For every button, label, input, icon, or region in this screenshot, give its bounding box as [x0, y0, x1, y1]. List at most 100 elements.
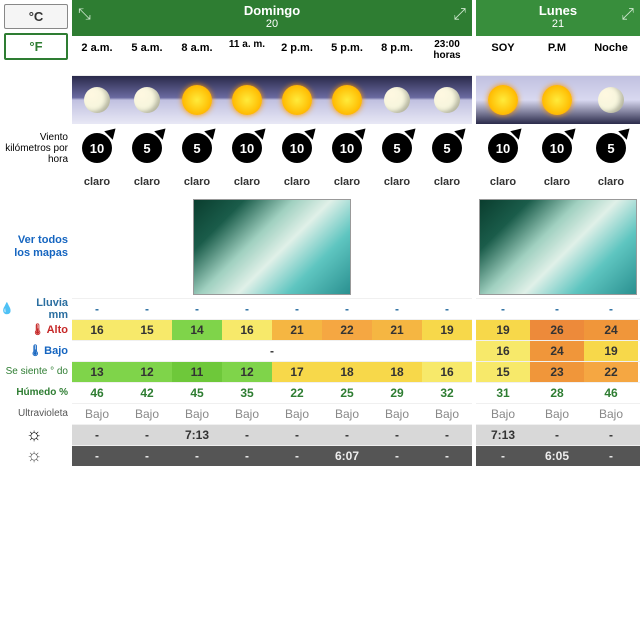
rain-label: 💧Lluvia mm [0, 298, 72, 319]
data-cell: 29 [372, 383, 422, 403]
map-lunes[interactable] [476, 196, 640, 298]
data-cell: - [322, 425, 372, 445]
data-cell: 31 [476, 383, 530, 403]
data-cell: 25 [322, 383, 372, 403]
data-cell: - [272, 425, 322, 445]
moon-icon [84, 87, 110, 113]
data-cell: - [530, 425, 584, 445]
moon-icon [384, 87, 410, 113]
data-cell: - [72, 425, 122, 445]
data-cell: 46 [72, 383, 122, 403]
day-number: 21 [476, 18, 640, 30]
uv-label: Ultravioleta [0, 403, 72, 424]
data-cell: - [476, 446, 530, 466]
data-cell: claro [122, 172, 172, 196]
data-cell: 16 [476, 341, 530, 361]
data-cell: - [530, 299, 584, 319]
data-cell: - [422, 299, 472, 319]
data-cell: - [322, 299, 372, 319]
data-cell: 15 [476, 362, 530, 382]
wind-icon: 5 [382, 133, 412, 163]
data-cell: claro [584, 172, 638, 196]
data-cell: 13 [72, 362, 122, 382]
data-cell: Bajo [372, 404, 422, 424]
data-cell: 19 [584, 341, 638, 361]
map-domingo[interactable] [72, 196, 472, 298]
data-cell: 19 [422, 320, 472, 340]
wind-icon: 10 [488, 133, 518, 163]
data-cell: 22 [272, 383, 322, 403]
data-cell: - [222, 446, 272, 466]
data-cell: 46 [584, 383, 638, 403]
data-cell: claro [476, 172, 530, 196]
data-cell: 14 [172, 320, 222, 340]
data-cell: 11 [172, 362, 222, 382]
data-cell: claro [272, 172, 322, 196]
high-label: 🌡Alto [0, 319, 72, 340]
hour-cell: SOY [476, 36, 530, 75]
wind-icon: 10 [542, 133, 572, 163]
hour-cell: 8 a.m. [172, 36, 222, 75]
data-cell: 24 [584, 320, 638, 340]
sun-icon [542, 85, 572, 115]
data-cell: - [72, 446, 122, 466]
data-cell: - [122, 299, 172, 319]
moon-icon [134, 87, 160, 113]
sun-icon [182, 85, 212, 115]
hour-cell: Noche [584, 36, 638, 75]
desc-label [0, 172, 72, 196]
day-name: Lunes [476, 3, 640, 18]
data-cell: 12 [222, 362, 272, 382]
maps-link[interactable]: Ver todos los mapas [0, 196, 72, 298]
wind-icon: 10 [332, 133, 362, 163]
data-cell: 16 [422, 362, 472, 382]
data-cell: - [222, 299, 272, 319]
wind-label: Viento kilómetros por hora [0, 124, 72, 172]
humid-label: Húmedo % [0, 382, 72, 403]
low-full-cell: - [270, 344, 274, 358]
data-cell: 15 [122, 320, 172, 340]
wind-icon: 10 [232, 133, 262, 163]
data-cell: Bajo [584, 404, 638, 424]
data-cell: - [584, 446, 638, 466]
data-cell: claro [222, 172, 272, 196]
unit-fahrenheit-button[interactable]: °F [4, 33, 68, 60]
data-cell: 21 [372, 320, 422, 340]
expand-right-icon[interactable]: ⤢ [621, 6, 634, 24]
data-cell: Bajo [222, 404, 272, 424]
day-number: 20 [72, 18, 472, 30]
data-cell: claro [372, 172, 422, 196]
collapse-left-icon[interactable]: ⤡ [78, 6, 91, 24]
data-cell: Bajo [272, 404, 322, 424]
moon-icon [598, 87, 624, 113]
data-cell: claro [172, 172, 222, 196]
sunset-label: ☼ [0, 445, 72, 466]
row-labels-column: °C °F Viento kilómetros por hora Ver tod… [0, 0, 72, 466]
data-cell: 45 [172, 383, 222, 403]
data-cell: - [584, 425, 638, 445]
data-cell: - [422, 425, 472, 445]
data-cell: 24 [530, 341, 584, 361]
wind-icon: 5 [132, 133, 162, 163]
data-cell: 6:07 [322, 446, 372, 466]
data-cell: 18 [322, 362, 372, 382]
data-cell: 6:05 [530, 446, 584, 466]
data-cell: - [172, 299, 222, 319]
data-cell: claro [422, 172, 472, 196]
wind-icon: 5 [432, 133, 462, 163]
data-cell: claro [530, 172, 584, 196]
data-cell: 7:13 [172, 425, 222, 445]
forecast-grid: ⤡ Domingo 20 ⤢ 2 a.m.5 a.m.8 a.m.11 a. m… [72, 0, 640, 466]
data-cell: - [272, 299, 322, 319]
data-cell: 22 [322, 320, 372, 340]
data-cell: 18 [372, 362, 422, 382]
data-cell: 28 [530, 383, 584, 403]
data-cell: Bajo [72, 404, 122, 424]
data-cell: 23 [530, 362, 584, 382]
data-cell: - [584, 299, 638, 319]
hour-cell: 23:00 horas [422, 36, 472, 75]
data-cell: claro [322, 172, 372, 196]
wind-icon: 5 [596, 133, 626, 163]
expand-right-icon[interactable]: ⤢ [453, 6, 466, 24]
unit-celsius-button[interactable]: °C [4, 4, 68, 29]
